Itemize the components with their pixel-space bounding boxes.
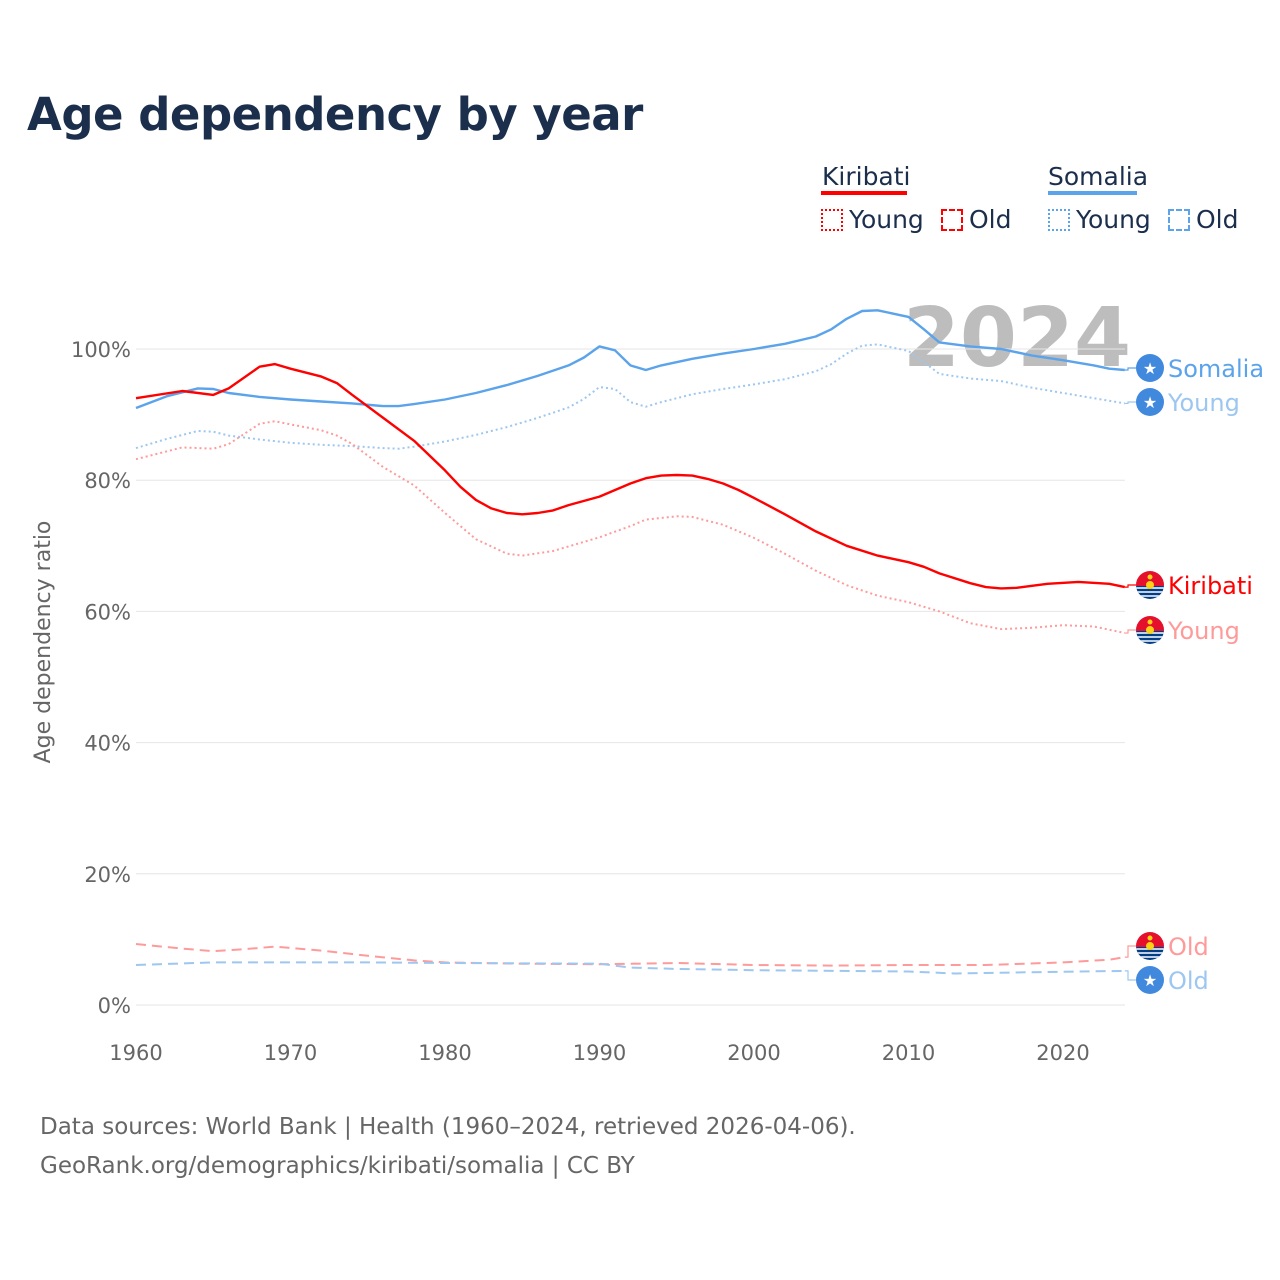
kiribati-flag-icon <box>1136 616 1164 644</box>
star-icon: ★ <box>1143 393 1157 412</box>
x-tick-label: 1970 <box>264 1041 317 1065</box>
legend-somalia[interactable]: Somalia <box>1048 162 1149 191</box>
label-connector <box>1124 629 1136 634</box>
end-label: Kiribati <box>1168 572 1253 600</box>
page-title: Age dependency by year <box>27 88 643 141</box>
year-watermark: 2024 <box>903 291 1131 386</box>
label-connector <box>1124 584 1136 588</box>
label-connector <box>1124 945 1136 958</box>
end-label: Old <box>1168 967 1209 995</box>
end-label: Young <box>1167 389 1240 417</box>
legend-somalia-old[interactable]: Old <box>1168 205 1239 234</box>
y-tick-label: 100% <box>71 338 131 362</box>
y-tick-label: 80% <box>84 469 131 493</box>
dashed-swatch-icon <box>1168 208 1190 231</box>
x-tick-label: 1980 <box>418 1041 471 1065</box>
series-line-kiribati-young <box>135 420 1126 634</box>
legend-label: Old <box>1196 205 1239 234</box>
x-tick-label: 2020 <box>1036 1041 1089 1065</box>
source-note: Data sources: World Bank | Health (1960–… <box>40 1108 856 1186</box>
y-tick-label: 20% <box>84 863 131 887</box>
somalia-flag-icon <box>1136 388 1164 416</box>
end-label: Old <box>1168 933 1209 961</box>
legend-kiribati-bar <box>821 191 907 195</box>
dashed-swatch-icon <box>941 208 963 231</box>
y-axis-label: Age dependency ratio <box>31 521 56 764</box>
series-line-somalia <box>135 309 1125 410</box>
legend-label: Young <box>849 205 924 234</box>
kiribati-flag-icon <box>1136 571 1164 599</box>
star-icon: ★ <box>1143 359 1157 378</box>
dotted-swatch-icon <box>821 208 843 231</box>
legend-label: Young <box>1076 205 1151 234</box>
legend-somalia-bar <box>1048 191 1137 195</box>
legend-kiribati-young[interactable]: Young <box>821 205 924 234</box>
legend-label: Old <box>969 205 1012 234</box>
y-tick-label: 60% <box>84 600 131 624</box>
label-connector <box>1124 401 1136 405</box>
x-tick-label: 2000 <box>727 1041 780 1065</box>
star-icon: ★ <box>1143 971 1157 990</box>
end-label: Somalia <box>1168 355 1264 383</box>
somalia-flag-icon <box>1136 354 1164 382</box>
series-line-somalia-old <box>135 961 1125 975</box>
end-label: Young <box>1167 617 1240 645</box>
source-link[interactable]: GeoRank.org/demographics/kiribati/somali… <box>40 1153 635 1179</box>
y-tick-label: 0% <box>98 994 131 1018</box>
legend-kiribati[interactable]: Kiribati <box>822 162 911 191</box>
somalia-flag-icon <box>1136 966 1164 994</box>
label-connector <box>1124 367 1136 371</box>
x-tick-label: 1990 <box>573 1041 626 1065</box>
series-line-kiribati <box>135 362 1126 590</box>
legend-kiribati-old[interactable]: Old <box>941 205 1012 234</box>
x-tick-label: 2010 <box>882 1041 935 1065</box>
label-connector <box>1124 970 1136 981</box>
dotted-swatch-icon <box>1048 208 1070 231</box>
legend-somalia-young[interactable]: Young <box>1048 205 1151 234</box>
kiribati-flag-icon <box>1136 932 1164 960</box>
x-tick-label: 1960 <box>109 1041 162 1065</box>
y-tick-label: 40% <box>84 732 131 756</box>
source-line: Data sources: World Bank | Health (1960–… <box>40 1114 856 1140</box>
